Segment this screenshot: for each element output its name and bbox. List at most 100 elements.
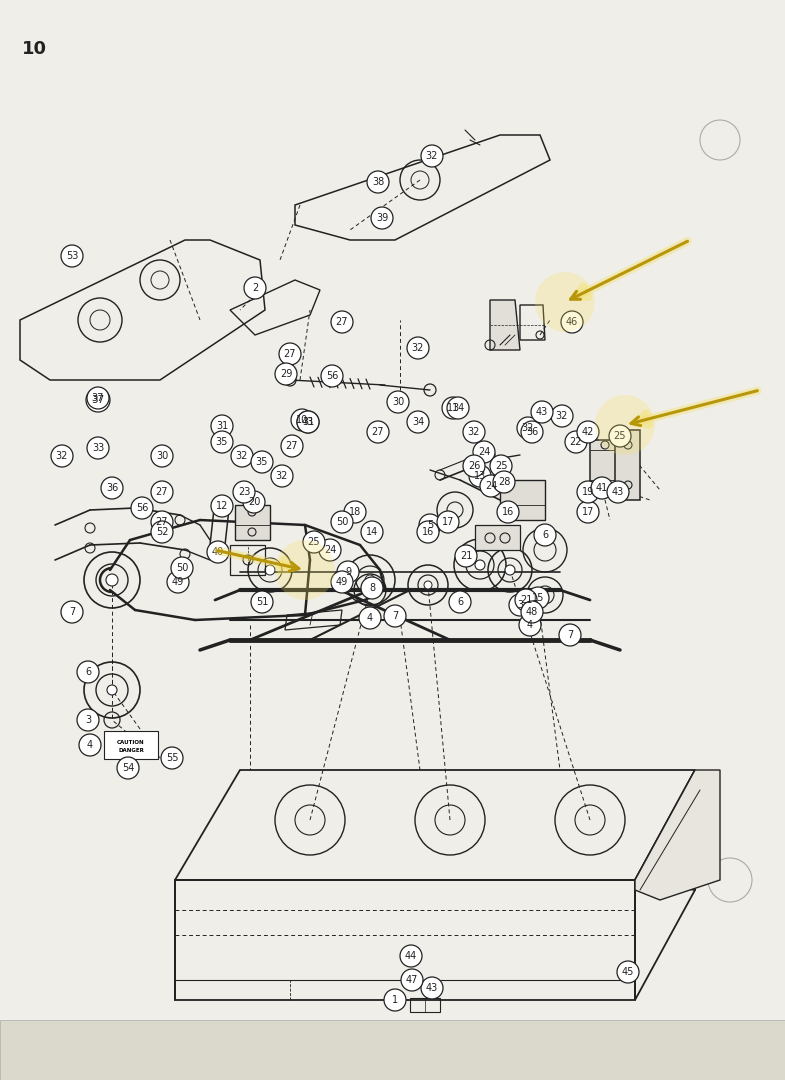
Text: 4: 4 — [527, 620, 533, 630]
Text: 15: 15 — [531, 593, 544, 603]
Circle shape — [61, 245, 83, 267]
Text: 21: 21 — [460, 551, 473, 561]
Circle shape — [337, 561, 359, 583]
Circle shape — [497, 501, 519, 523]
Text: 11: 11 — [447, 403, 459, 413]
Text: 44: 44 — [405, 951, 417, 961]
Circle shape — [565, 431, 587, 453]
Text: 41: 41 — [596, 483, 608, 492]
Circle shape — [517, 417, 539, 438]
Polygon shape — [615, 430, 640, 500]
Text: 50: 50 — [176, 563, 188, 573]
Circle shape — [505, 565, 515, 575]
Text: 2: 2 — [252, 283, 258, 293]
Text: 18: 18 — [349, 507, 361, 517]
Circle shape — [265, 565, 275, 575]
Circle shape — [490, 455, 512, 477]
Circle shape — [251, 451, 273, 473]
Text: 24: 24 — [485, 481, 497, 491]
Text: 6: 6 — [85, 667, 91, 677]
Circle shape — [527, 588, 549, 609]
Text: 51: 51 — [256, 597, 268, 607]
Text: CAUTION: CAUTION — [117, 740, 144, 744]
Circle shape — [211, 431, 233, 453]
Text: 35: 35 — [216, 437, 228, 447]
Circle shape — [279, 343, 301, 365]
Text: 39: 39 — [376, 213, 388, 222]
Text: 17: 17 — [582, 507, 594, 517]
Circle shape — [271, 465, 293, 487]
Circle shape — [469, 465, 491, 487]
Text: 31: 31 — [302, 417, 314, 427]
Text: 8: 8 — [369, 583, 375, 593]
Circle shape — [361, 521, 383, 543]
Circle shape — [167, 571, 189, 593]
Text: 43: 43 — [536, 407, 548, 417]
Circle shape — [297, 411, 319, 433]
Text: 32: 32 — [425, 151, 438, 161]
Circle shape — [107, 685, 117, 696]
Circle shape — [79, 734, 101, 756]
Circle shape — [297, 411, 319, 433]
Text: DANGER: DANGER — [118, 747, 144, 753]
Circle shape — [367, 171, 389, 193]
Circle shape — [106, 573, 118, 586]
Circle shape — [521, 600, 543, 623]
Circle shape — [117, 757, 139, 779]
Text: 33: 33 — [92, 443, 104, 453]
Text: 32: 32 — [276, 471, 288, 481]
Text: 32: 32 — [468, 427, 480, 437]
Circle shape — [577, 421, 599, 443]
Text: 7: 7 — [392, 611, 398, 621]
Circle shape — [291, 409, 313, 431]
Text: 6: 6 — [542, 530, 548, 540]
Circle shape — [131, 497, 153, 519]
Circle shape — [515, 589, 537, 611]
Circle shape — [400, 945, 422, 967]
Text: 32: 32 — [412, 343, 424, 353]
Text: 32: 32 — [236, 451, 248, 461]
Circle shape — [407, 337, 429, 359]
Text: 7: 7 — [567, 630, 573, 640]
Text: 27: 27 — [372, 427, 384, 437]
Polygon shape — [590, 440, 630, 490]
Circle shape — [519, 615, 541, 636]
Circle shape — [607, 481, 629, 503]
Text: 10: 10 — [22, 40, 47, 58]
Circle shape — [275, 363, 297, 384]
Text: 36: 36 — [526, 427, 539, 437]
Text: 34: 34 — [412, 417, 424, 427]
Circle shape — [449, 591, 471, 613]
Circle shape — [275, 540, 335, 600]
Circle shape — [521, 421, 543, 443]
Text: 56: 56 — [136, 503, 148, 513]
Circle shape — [303, 531, 325, 553]
Circle shape — [493, 471, 515, 492]
Text: 21: 21 — [520, 595, 532, 605]
Text: 24: 24 — [478, 447, 490, 457]
Text: 29: 29 — [279, 369, 292, 379]
Text: 35: 35 — [256, 457, 268, 467]
Circle shape — [437, 511, 459, 534]
Text: 27: 27 — [155, 517, 168, 527]
Circle shape — [407, 411, 429, 433]
Circle shape — [417, 521, 439, 543]
Text: 31: 31 — [216, 421, 228, 431]
Polygon shape — [235, 505, 270, 540]
Text: 43: 43 — [612, 487, 624, 497]
Text: 46: 46 — [566, 318, 578, 327]
Circle shape — [231, 445, 253, 467]
Text: 25: 25 — [308, 537, 320, 546]
Text: 30: 30 — [392, 397, 404, 407]
Text: 25: 25 — [614, 431, 626, 441]
Circle shape — [233, 481, 255, 503]
Text: 49: 49 — [172, 577, 184, 588]
Text: 53: 53 — [66, 251, 78, 261]
Text: 27: 27 — [336, 318, 349, 327]
Text: 23: 23 — [238, 487, 250, 497]
Circle shape — [387, 391, 409, 413]
Circle shape — [86, 388, 110, 411]
Circle shape — [447, 397, 469, 419]
Circle shape — [171, 557, 193, 579]
Text: 30: 30 — [156, 451, 168, 461]
